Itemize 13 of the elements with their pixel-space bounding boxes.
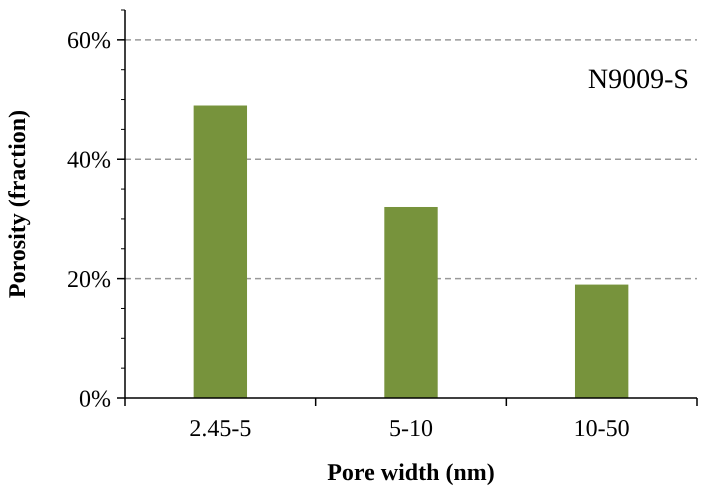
- y-axis-title: Porosity (fraction): [5, 110, 31, 298]
- y-tick-label: 0%: [79, 386, 111, 412]
- x-axis-title: Pore width (nm): [327, 460, 495, 486]
- bar: [574, 284, 628, 398]
- x-tick-label: 2.45-5: [189, 416, 252, 442]
- y-tick-label: 20%: [67, 267, 111, 294]
- bar: [384, 206, 438, 398]
- bar: [194, 106, 248, 398]
- x-tick-label: 10-50: [574, 416, 630, 442]
- y-tick-label: 60%: [67, 28, 111, 54]
- x-tick-label: 5-10: [389, 416, 433, 442]
- y-tick-label: 40%: [67, 148, 111, 174]
- annotation: N9009-S: [588, 64, 689, 95]
